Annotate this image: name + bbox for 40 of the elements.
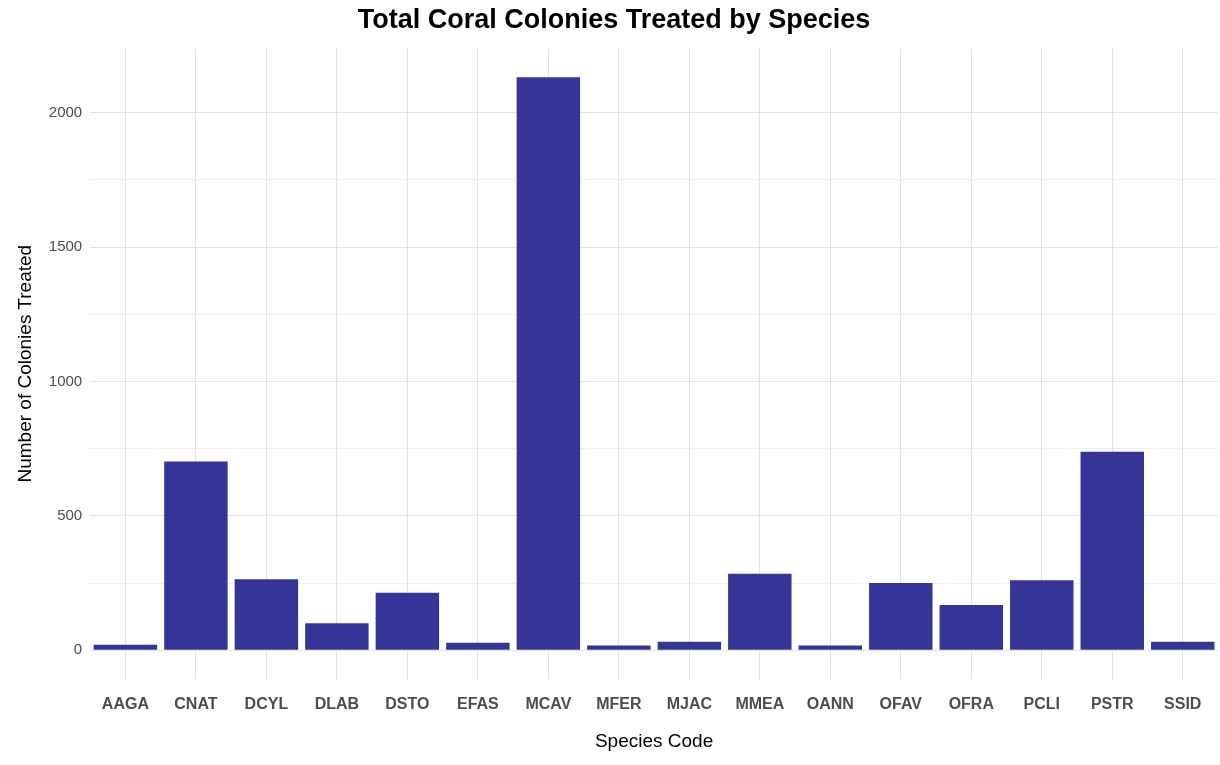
x-tick-label: DLAB bbox=[314, 695, 360, 713]
bar bbox=[869, 583, 933, 650]
x-tick-label: MMEA bbox=[735, 695, 785, 713]
x-tick-label: SSID bbox=[1164, 695, 1202, 713]
bar bbox=[305, 623, 369, 650]
bar bbox=[728, 573, 792, 650]
x-tick-label: OFAV bbox=[879, 695, 923, 713]
x-tick-label: OANN bbox=[806, 695, 854, 713]
x-tick-label: MJAC bbox=[666, 695, 713, 713]
x-tick-label: PSTR bbox=[1090, 695, 1135, 713]
y-tick-label: 1000 bbox=[48, 371, 83, 389]
y-tick-label: 1500 bbox=[48, 237, 83, 255]
x-tick-label: AAGA bbox=[101, 695, 150, 713]
bar bbox=[516, 77, 581, 650]
y-axis-title: Number of Colonies Treated bbox=[13, 244, 35, 483]
bar bbox=[446, 642, 510, 650]
bar bbox=[939, 605, 1004, 650]
bar bbox=[375, 592, 440, 650]
bar bbox=[587, 645, 651, 650]
x-tick-label: MFER bbox=[596, 695, 642, 713]
bar bbox=[93, 644, 158, 650]
bar bbox=[1010, 580, 1074, 650]
x-tick-label: MCAV bbox=[525, 695, 572, 713]
bar bbox=[657, 641, 722, 650]
bar bbox=[1080, 451, 1144, 650]
bar bbox=[798, 645, 863, 650]
y-tick-label: 2000 bbox=[48, 102, 83, 120]
y-tick-label: 0 bbox=[73, 640, 83, 658]
x-tick-label: DCYL bbox=[244, 695, 289, 713]
bar bbox=[164, 461, 228, 650]
x-tick-label: CNAT bbox=[174, 695, 218, 713]
bar bbox=[1151, 641, 1215, 650]
bar bbox=[234, 579, 299, 650]
x-tick-label: PCLI bbox=[1023, 695, 1060, 713]
x-axis-title: Species Code bbox=[594, 729, 714, 751]
y-tick-label: 500 bbox=[57, 505, 83, 523]
x-tick-label: OFRA bbox=[948, 695, 995, 713]
x-tick-label: DSTO bbox=[385, 695, 430, 713]
x-tick-label: EFAS bbox=[456, 695, 500, 713]
chart-title: Total Coral Colonies Treated by Species bbox=[357, 3, 871, 34]
